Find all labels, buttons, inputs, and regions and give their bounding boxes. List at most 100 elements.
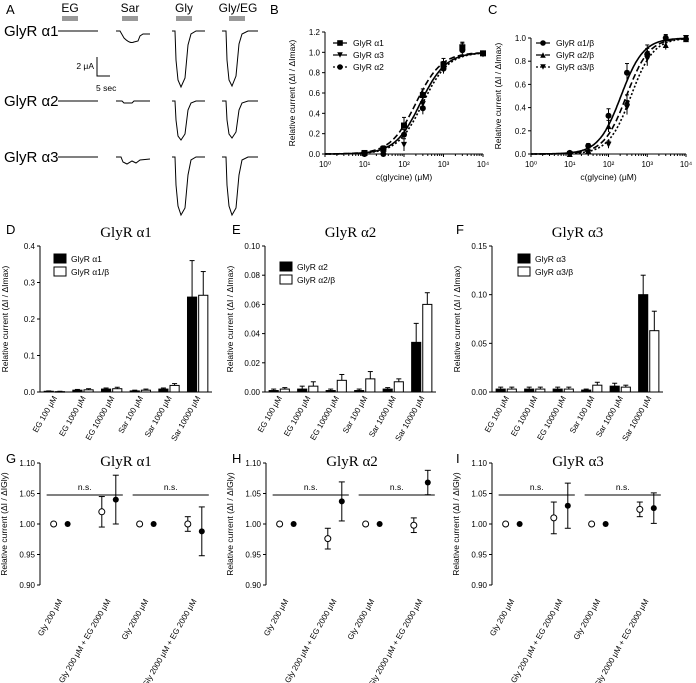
y-tick-label: 0.2 [24, 315, 36, 324]
bar-panel-e: GlyR α2 0.00 0.02 0.04 0.06 0.08 0.10 Relative … [225, 225, 436, 443]
bar [581, 389, 592, 393]
bar [297, 388, 308, 393]
fit-curve [531, 37, 686, 155]
x-tick-label: Gly 200 μM [262, 597, 290, 637]
data-point [361, 151, 368, 157]
y-tick-label: 0.95 [19, 551, 35, 560]
legend-label: GlyR α2 [297, 262, 328, 272]
bar [563, 388, 574, 393]
trace-a2-gly [172, 100, 205, 141]
data-point [380, 151, 387, 157]
bar [336, 379, 347, 393]
trace-col-sar: Sar [121, 1, 140, 15]
y-tick-label: 0.6 [515, 80, 527, 89]
bar [382, 388, 393, 393]
y-axis-label: Relative current (ΔI / ΔIGly) [451, 472, 461, 576]
legend-label: GlyR α2/β [556, 50, 594, 60]
y-tick-label: 0.1 [24, 352, 36, 361]
legend-label: GlyR α3 [353, 50, 384, 60]
data-point [585, 142, 592, 149]
y-tick-label: 0.00 [471, 388, 487, 397]
y-tick-label: 0.8 [515, 57, 527, 66]
trace-a2-gly-eg [222, 100, 258, 139]
y-tick-label: 0.15 [471, 242, 487, 251]
y-tick-label: 1.0 [515, 34, 527, 43]
legend-marker [337, 52, 343, 58]
trace-a1-sar [116, 30, 150, 43]
y-tick-label: 0.10 [471, 291, 487, 300]
data-point [623, 104, 630, 111]
x-tick-label: EG 1000 μM [57, 394, 87, 438]
y-tick-label: 0.05 [471, 339, 487, 348]
bar [609, 385, 620, 393]
stim-bar-eg [62, 16, 78, 21]
bar-panel-f: GlyR α3 0.00 0.05 0.10 0.15 Relative current … [452, 225, 663, 443]
bar-panel-d: GlyR α1 0.0 0.1 0.2 0.3 0.4 Relative current (… [0, 225, 212, 443]
data-point [401, 122, 407, 129]
data-point [516, 521, 523, 527]
bar [524, 388, 535, 393]
bar [411, 341, 422, 393]
trace-a1-gly-eg [222, 30, 258, 88]
data-point [636, 505, 644, 513]
data-point [376, 521, 383, 527]
scale-bar-time: 5 sec [96, 83, 117, 93]
significance-label: n.s. [78, 482, 92, 492]
y-tick-label: 0.02 [244, 359, 260, 368]
bar [365, 378, 376, 393]
x-tick-label: Sar 10000 μM [393, 394, 426, 442]
data-point [605, 141, 612, 148]
data-point [98, 508, 106, 516]
x-tick-label: Sar 1000 μM [367, 394, 398, 439]
data-point [502, 520, 510, 528]
y-tick-label: 0.90 [19, 581, 35, 590]
bar [112, 388, 123, 393]
bar [535, 388, 546, 393]
x-tick-label: 10⁴ [680, 160, 693, 169]
charts-layer: 10⁰ 10¹ 10² 10³ 10⁴ 0.0 0.2 0.4 0.6 0.8 1.0 1.2 c(gl… [0, 28, 693, 683]
x-tick-label: EG 10000 μM [308, 394, 341, 442]
chart-title: GlyR α2 [326, 454, 378, 470]
bar [129, 390, 140, 393]
y-tick-label: 0.08 [244, 271, 260, 280]
chart-title: GlyR α1 [100, 225, 152, 241]
trace-row-a2: GlyR α2 [4, 93, 59, 110]
bar [100, 388, 112, 393]
y-tick-label: 0.8 [309, 69, 321, 78]
data-point [644, 55, 651, 62]
data-point [602, 521, 609, 527]
legend-marker [337, 40, 343, 46]
panel-a: A EG Sar Gly Gly/EG GlyR α1 GlyR α2 GlyR… [4, 1, 258, 217]
trace-a3-gly-eg [222, 156, 258, 217]
x-tick-label: Gly 200 μM + EG 2000 μM [283, 597, 339, 683]
panel-letter-c: C [488, 2, 497, 17]
y-axis-label: Relative current (ΔI / ΔIGly) [225, 472, 235, 576]
bar [638, 294, 649, 393]
y-axis-label: Relative current (ΔI / ΔIGly) [0, 472, 9, 576]
significance-label: n.s. [304, 482, 318, 492]
data-point [564, 502, 571, 509]
data-point [184, 520, 192, 528]
bar [140, 389, 152, 393]
y-tick-label: 1.00 [245, 520, 261, 529]
chart-title: GlyR α3 [552, 454, 604, 470]
bar [649, 330, 660, 393]
x-tick-label: EG 10000 μM [84, 394, 117, 442]
data-point [198, 528, 205, 535]
y-tick-label: 1.0 [309, 48, 321, 57]
x-tick-label: EG 100 μM [483, 394, 511, 434]
stim-bar-gly [176, 16, 192, 21]
x-tick-label: EG 1000 μM [509, 394, 539, 438]
data-point [662, 37, 669, 44]
significance-label: n.s. [616, 482, 630, 492]
bar [308, 385, 319, 393]
x-tick-label: Gly 2000 μM + EG 2000 μM [141, 597, 199, 683]
data-point [424, 479, 431, 486]
bar [552, 388, 563, 393]
panel-letter-g: G [6, 451, 16, 466]
legend-label: GlyR α2/β [297, 275, 335, 285]
data-point [605, 123, 612, 130]
legend-marker [540, 52, 546, 58]
data-point [410, 521, 418, 529]
y-tick-label: 1.10 [19, 459, 35, 468]
